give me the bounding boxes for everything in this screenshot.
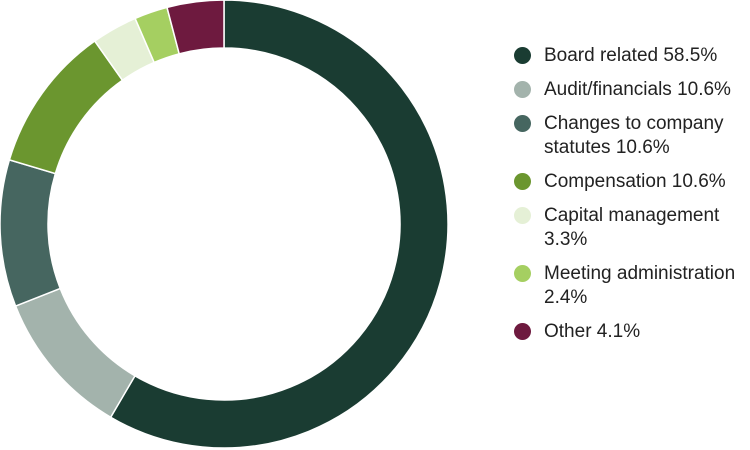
donut-slice-board-related <box>109 0 449 449</box>
legend-item-meeting-administration: Meeting administration 2.4% <box>512 262 748 310</box>
legend-swatch-meeting-administration <box>514 265 531 282</box>
legend-swatch-capital-management <box>514 207 531 224</box>
legend-item-board-related: Board related 58.5% <box>512 44 748 68</box>
donut-slice-audit-financials <box>14 287 136 419</box>
legend-label-board-related: Board related 58.5% <box>544 45 718 66</box>
legend-label-other: Other 4.1% <box>544 321 641 342</box>
donut-slice-compensation <box>8 40 124 175</box>
donut-slice-changes-to-company-statutes <box>0 158 62 308</box>
donut-plot <box>0 0 449 449</box>
legend-label-compensation: Compensation 10.6% <box>544 171 726 192</box>
legend-label-audit-financials: Audit/financials 10.6% <box>544 79 731 100</box>
donut-slice-other <box>166 0 225 55</box>
legend-label-meeting-administration: Meeting administration 2.4% <box>544 263 736 308</box>
legend-item-other: Other 4.1% <box>512 320 748 344</box>
legend-label-capital-management: Capital management 3.3% <box>544 205 720 250</box>
legend-swatch-board-related <box>514 47 531 64</box>
legend-item-changes-to-company-statutes: Changes to company statutes 10.6% <box>512 112 748 160</box>
legend-label-changes-to-company-statutes: Changes to company statutes 10.6% <box>544 113 724 158</box>
legend-item-compensation: Compensation 10.6% <box>512 170 748 194</box>
legend-item-audit-financials: Audit/financials 10.6% <box>512 78 748 102</box>
legend-swatch-compensation <box>514 173 531 190</box>
legend-item-capital-management: Capital management 3.3% <box>512 204 748 252</box>
legend-swatch-other <box>514 323 531 340</box>
legend: Board related 58.5% Audit/financials 10.… <box>512 44 748 354</box>
legend-swatch-audit-financials <box>514 81 531 98</box>
legend-swatch-changes-to-company-statutes <box>514 115 531 132</box>
